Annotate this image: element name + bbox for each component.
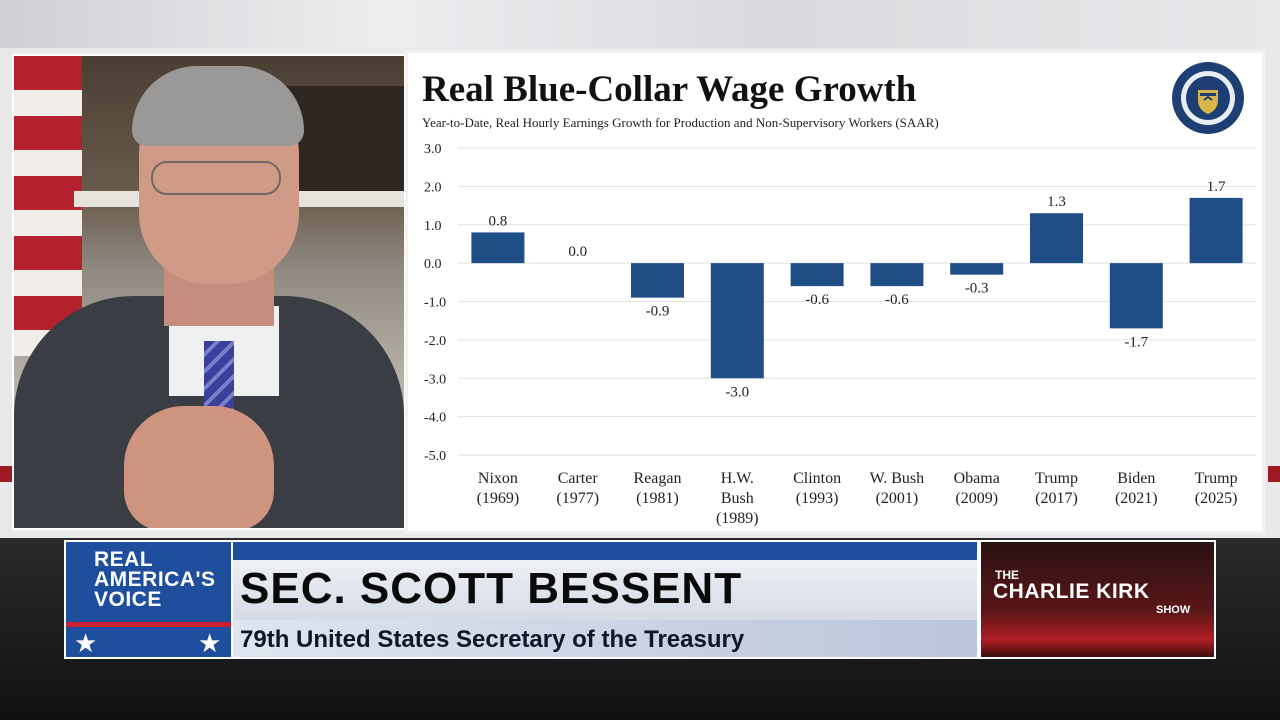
treasury-seal-icon (1172, 62, 1244, 134)
speaker-hair (132, 66, 304, 146)
chart-title: Real Blue-Collar Wage Growth (422, 69, 917, 110)
chart-bar (1109, 263, 1163, 329)
chart-bar (870, 263, 924, 287)
accent-stripe-right (1268, 466, 1280, 482)
y-tick-label: -2.0 (424, 334, 446, 349)
x-tick-label: (1981) (636, 490, 679, 507)
data-label: 1.7 (1207, 179, 1226, 195)
speaker-glasses (151, 161, 281, 195)
x-tick-label: Nixon (478, 470, 518, 487)
data-label: -3.0 (725, 384, 749, 400)
x-tick-label: (2001) (876, 490, 919, 507)
lower-third-banner: REAL AMERICA'S VOICE ★ ★ SEC. SCOTT BESS… (64, 540, 1216, 659)
x-tick-label: Carter (558, 470, 599, 487)
studio-backdrop (0, 0, 1280, 48)
data-label: -0.9 (646, 304, 670, 320)
y-tick-label: 0.0 (424, 257, 442, 272)
y-tick-label: -3.0 (424, 372, 446, 387)
show-logo-name: CHARLIE KIRK (993, 580, 1150, 603)
x-tick-label: (1993) (796, 490, 839, 507)
x-tick-label: Trump (1035, 470, 1078, 487)
wage-growth-chart: 3.0 2.0 1.0 0.0 -1.0 -2.0 -3.0 -4.0 -5.0 0.8 Nixon… (424, 142, 1256, 527)
chart-bar (631, 263, 684, 298)
data-label: -0.3 (965, 281, 989, 297)
american-flag (14, 56, 82, 356)
x-tick-label: Obama (954, 470, 1000, 487)
x-tick-label: W. Bush (870, 470, 925, 487)
chart-bar (1030, 213, 1083, 264)
star-icon: ★ (74, 628, 98, 658)
data-label: -0.6 (805, 292, 829, 308)
network-logo-text: REAL AMERICA'S VOICE (94, 548, 219, 611)
y-tick-label: 3.0 (424, 142, 442, 157)
x-tick-label: Trump (1195, 470, 1238, 487)
chart-panel: 3.0 2.0 1.0 0.0 -1.0 -2.0 -3.0 -4.0 -5.0 0.8 Nixon… (405, 50, 1265, 534)
chart-bar (1189, 197, 1243, 264)
y-tick-label: 2.0 (424, 180, 442, 195)
x-tick-label: (2025) (1195, 490, 1238, 507)
network-logo-redbar (66, 622, 231, 627)
guest-name-bar-accent (233, 542, 977, 560)
data-label: 0.0 (568, 244, 587, 260)
data-label: -0.6 (885, 292, 909, 308)
chart-bar (710, 263, 764, 379)
network-logo: REAL AMERICA'S VOICE ★ ★ (66, 542, 231, 658)
guest-title-bar (233, 620, 977, 657)
network-logo-line: AMERICA'S (94, 568, 216, 591)
data-label: 1.3 (1047, 194, 1066, 210)
y-tick-label: -1.0 (424, 296, 446, 311)
accent-stripe-left (0, 466, 12, 482)
chart-bar (790, 263, 844, 287)
x-tick-label: (1989) (716, 510, 759, 527)
x-tick-label: (2021) (1115, 490, 1158, 507)
x-tick-label: (1969) (477, 490, 520, 507)
chart-bar (950, 263, 1004, 275)
data-label: -1.7 (1124, 334, 1148, 350)
network-logo-line: REAL (94, 548, 154, 571)
guest-name: SEC. SCOTT BESSENT (240, 564, 743, 613)
guest-title: 79th United States Secretary of the Trea… (240, 626, 745, 653)
x-tick-label: Bush (721, 490, 754, 507)
speaker-hand (124, 406, 274, 528)
data-label: 0.8 (489, 213, 508, 229)
show-logo-prefix: THE (995, 568, 1019, 582)
chart-subtitle: Year-to-Date, Real Hourly Earnings Growt… (422, 115, 939, 130)
x-tick-label: Clinton (793, 470, 841, 487)
speaker-video-feed (12, 54, 406, 530)
star-icon: ★ (198, 628, 222, 658)
chart-bar (471, 232, 525, 264)
x-tick-label: Reagan (634, 470, 682, 487)
y-tick-label: 1.0 (424, 219, 442, 234)
network-logo-line: VOICE (94, 588, 162, 611)
x-tick-label: (2017) (1035, 490, 1078, 507)
x-tick-label: (2009) (955, 490, 998, 507)
x-tick-label: Biden (1117, 470, 1155, 487)
show-logo-suffix: SHOW (1156, 604, 1191, 616)
y-tick-label: -4.0 (424, 411, 446, 426)
x-tick-label: (1977) (556, 490, 599, 507)
x-tick-label: H.W. (721, 470, 754, 487)
show-logo: THE CHARLIE KIRK SHOW (981, 542, 1214, 657)
y-tick-label: -5.0 (424, 449, 446, 464)
